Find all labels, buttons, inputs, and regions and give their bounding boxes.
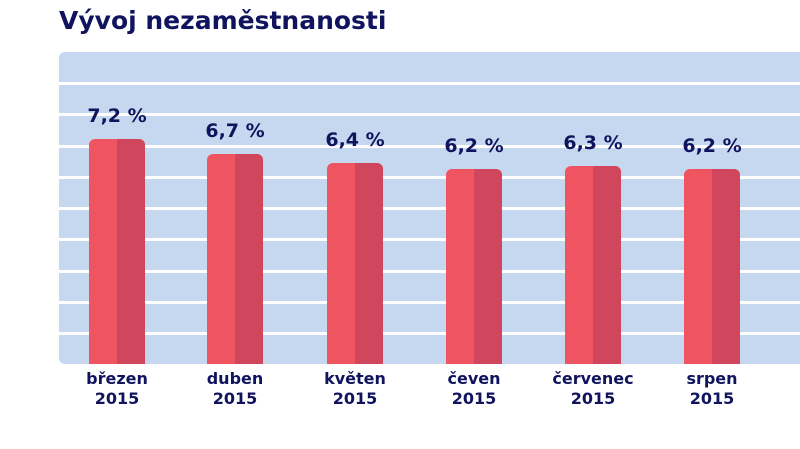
category-month: červenec [552,369,634,388]
bar-shade [712,169,740,364]
data-label: 6,2 % [682,135,742,157]
data-label: 6,4 % [325,129,385,151]
bar-shade [474,169,502,364]
category-year: 2015 [689,389,735,408]
category-month: květen [324,369,386,388]
gridline [59,82,800,85]
gridline [59,301,800,304]
category-label: srpen 2015 [652,369,772,409]
category-month: čeven [447,369,501,388]
category-label: červenec 2015 [533,369,653,409]
gridline [59,238,800,241]
category-year: 2015 [212,389,258,408]
category-label: květen 2015 [295,369,415,409]
category-label: duben 2015 [175,369,295,409]
plot-area [59,52,800,364]
bar [446,169,502,364]
gridline [59,145,800,148]
bar [684,169,740,364]
category-month: duben [206,369,264,388]
category-year: 2015 [570,389,616,408]
gridline [59,176,800,179]
bar [89,139,145,364]
bar [207,154,263,364]
data-label: 6,2 % [444,135,504,157]
category-label: čeven 2015 [414,369,534,409]
chart-title: Vývoj nezaměstnanosti [59,6,387,35]
bar-shade [355,163,383,364]
bar-shade [593,166,621,364]
bar [565,166,621,364]
category-month: březen [86,369,148,388]
category-year: 2015 [332,389,378,408]
data-label: 6,3 % [563,132,623,154]
category-year: 2015 [451,389,497,408]
bar [327,163,383,364]
gridline [59,332,800,335]
category-label: březen 2015 [57,369,177,409]
gridline [59,207,800,210]
category-month: srpen [686,369,738,388]
data-label: 7,2 % [87,105,147,127]
bar-shade [117,139,145,364]
category-year: 2015 [94,389,140,408]
data-label: 6,7 % [205,120,265,142]
gridline [59,270,800,273]
bar-shade [235,154,263,364]
gridline [59,113,800,116]
